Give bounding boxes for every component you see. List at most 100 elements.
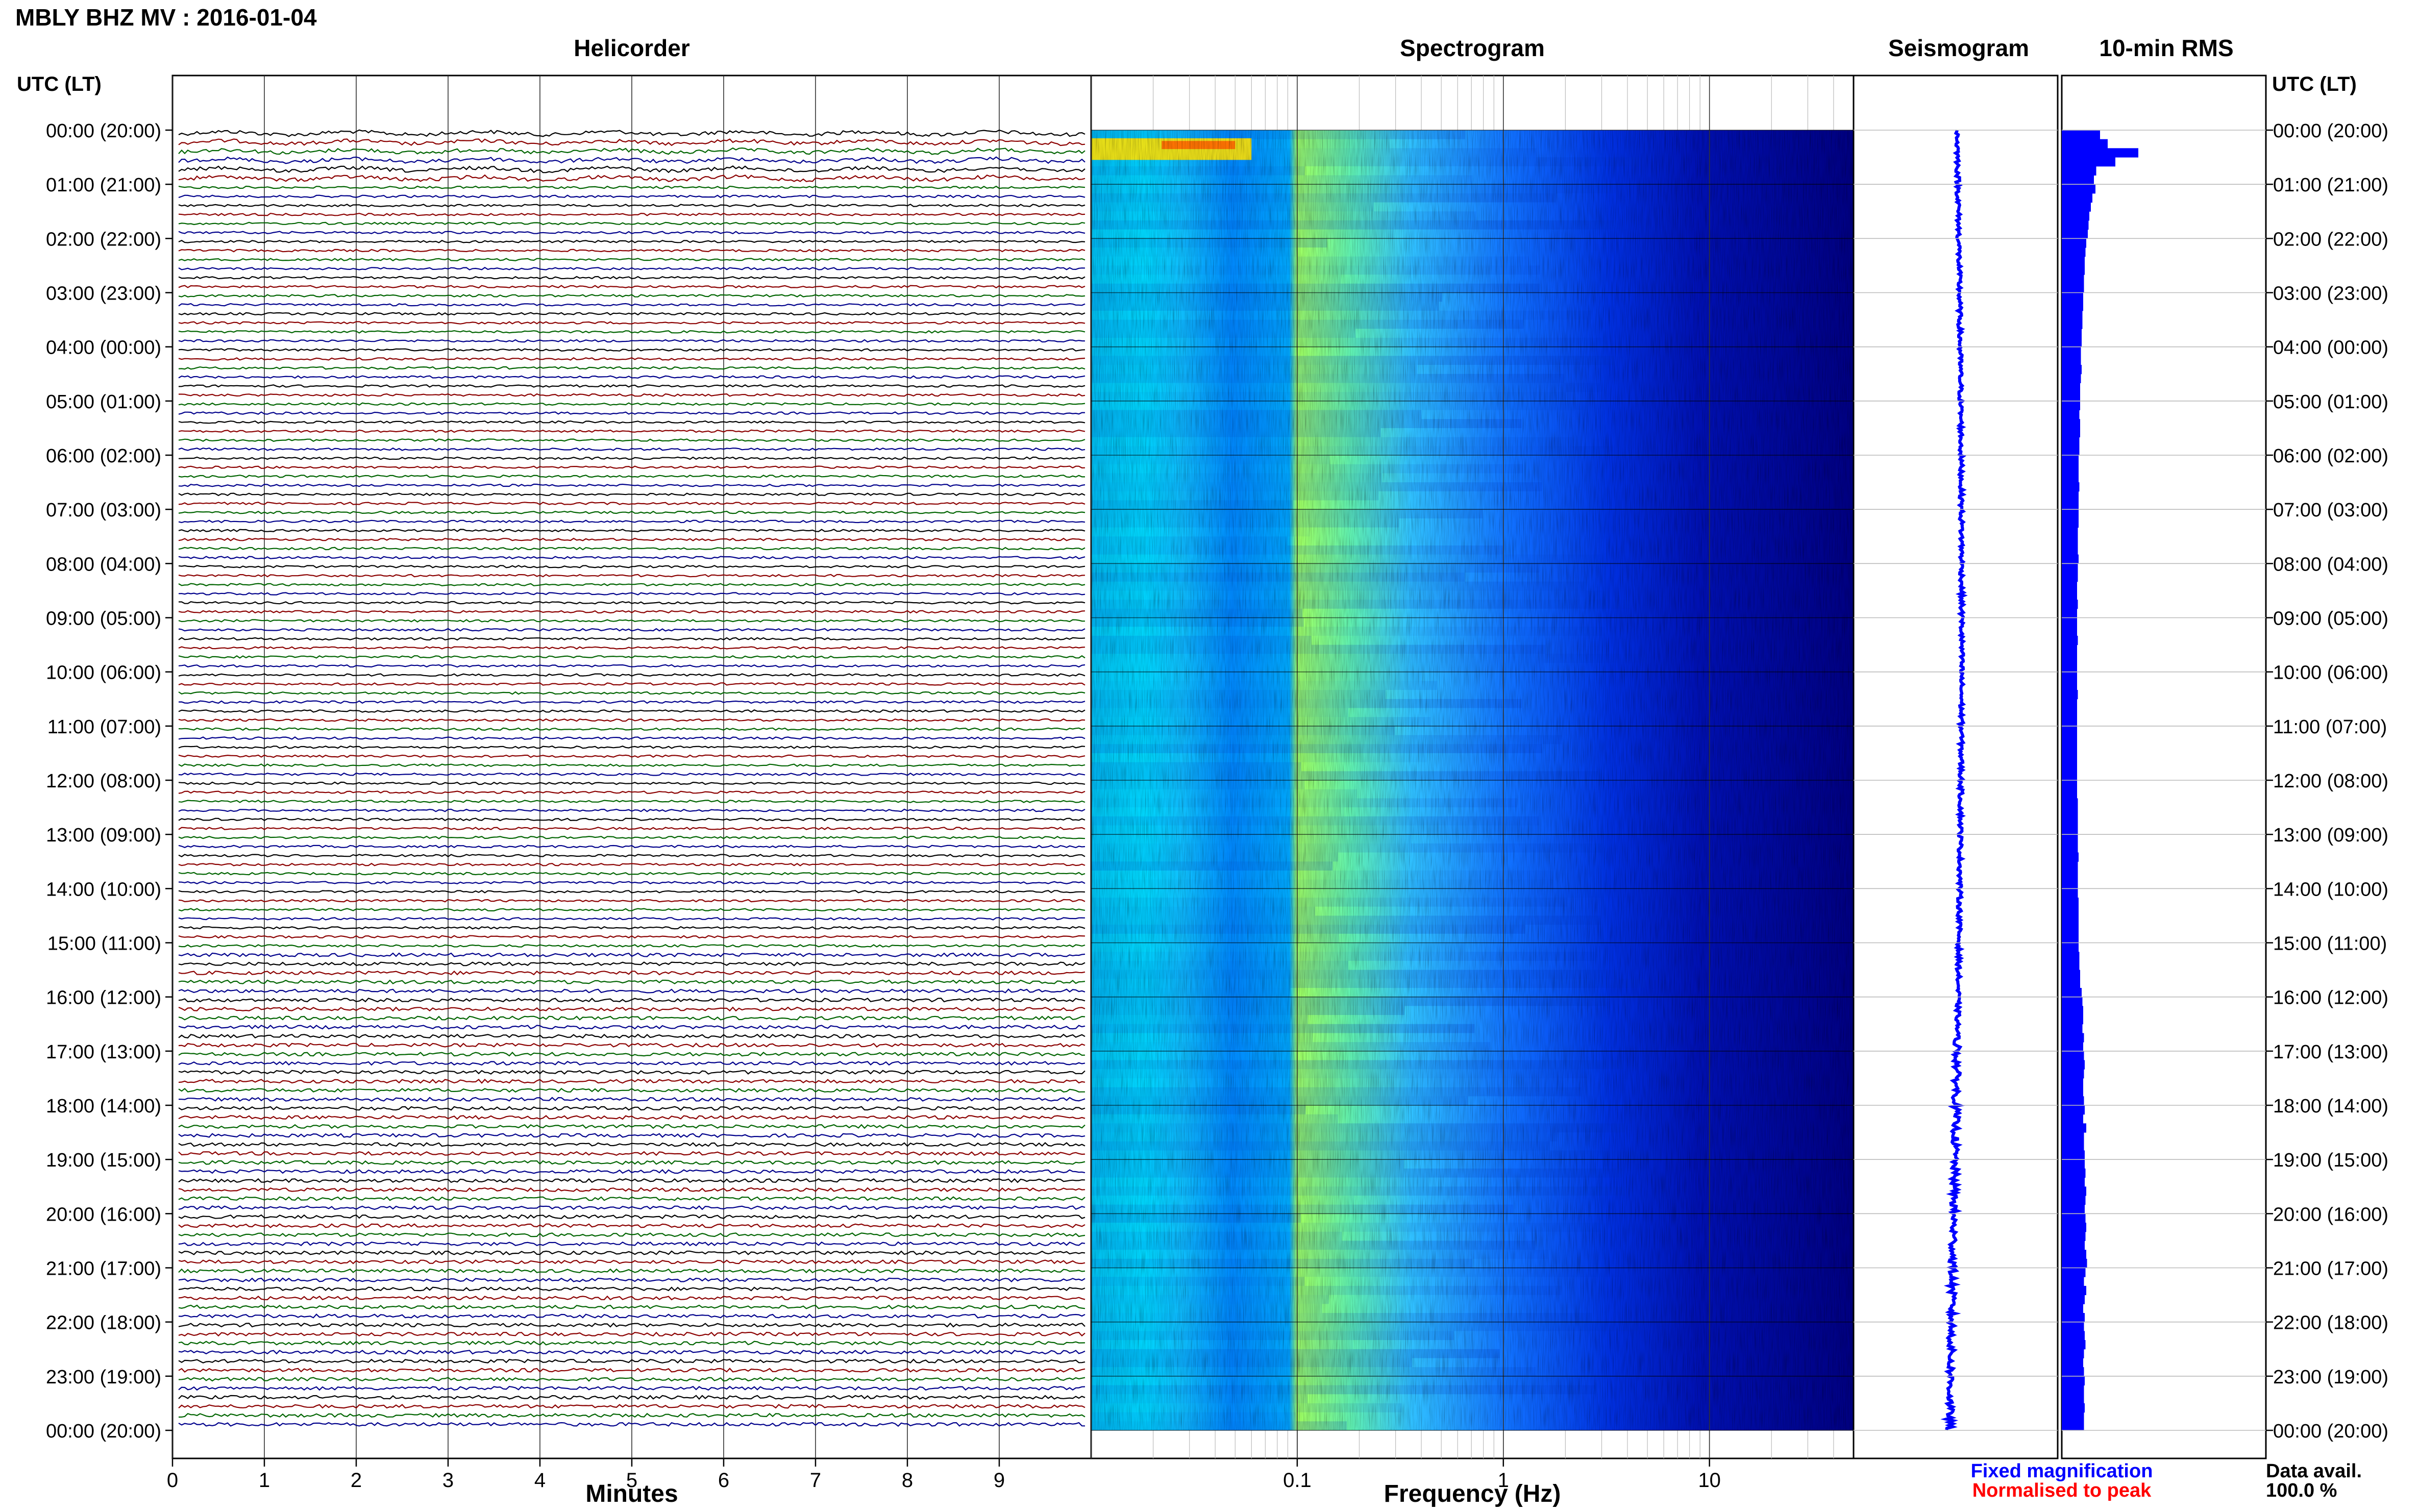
- helicorder-trace: [179, 393, 1085, 397]
- rms-bar: [2062, 1340, 2086, 1350]
- helicorder-trace: [178, 502, 1085, 505]
- rms-bar: [2062, 302, 2083, 311]
- helicorder-trace: [178, 465, 1085, 469]
- helicorder-trace: [178, 492, 1085, 497]
- helicorder-trace: [178, 800, 1085, 803]
- rms-bar: [2062, 906, 2079, 916]
- helicorder-trace: [178, 1033, 1085, 1039]
- minutes-tick-label: 5: [626, 1469, 637, 1492]
- x-axes: 0 1 2 3 4 5 6 7 8 9 0.1 1 10: [167, 1458, 1721, 1492]
- helicorder-trace: [178, 745, 1085, 749]
- rms-bar: [2062, 437, 2080, 447]
- helicorder-trace: [178, 1286, 1085, 1292]
- rms-bar: [2062, 861, 2078, 871]
- helicorder-trace: [178, 1259, 1085, 1265]
- rms-bar: [2062, 392, 2080, 402]
- frequency-tick-label: 0.1: [1283, 1469, 1312, 1492]
- minutes-tick-label: 3: [442, 1469, 454, 1492]
- helicorder-trace: [178, 483, 1085, 487]
- time-label-left: 14:00 (10:00): [46, 879, 161, 900]
- helicorder-trace: [178, 682, 1085, 686]
- time-label-left: 10:00 (06:00): [46, 662, 161, 684]
- time-label-left: 15:00 (11:00): [47, 933, 161, 955]
- rms-bar: [2062, 482, 2080, 492]
- helicorder-trace: [178, 375, 1085, 379]
- rms-bar: [2062, 852, 2079, 862]
- time-label-right: 17:00 (13:00): [2273, 1042, 2388, 1063]
- helicorder-trace: [178, 156, 1085, 164]
- helicorder-trace: [178, 1106, 1085, 1111]
- time-label-left: 22:00 (18:00): [46, 1312, 161, 1334]
- helicorder-trace: [178, 862, 1085, 866]
- rms-bar: [2062, 329, 2082, 338]
- rms-bar: [2062, 175, 2094, 185]
- data-availability-label: Data avail.: [2266, 1460, 2362, 1482]
- rms-bar: [2062, 645, 2077, 654]
- rms-bar: [2062, 401, 2080, 411]
- time-label-left: 00:00 (20:00): [46, 120, 161, 142]
- helicorder-trace: [178, 147, 1085, 155]
- rms-bar: [2062, 600, 2078, 609]
- rms-bar: [2062, 1078, 2083, 1088]
- time-label-left: 16:00 (12:00): [46, 987, 161, 1009]
- helicorder-trace: [178, 447, 1085, 451]
- rms-bar: [2062, 419, 2080, 429]
- rms-bar: [2062, 464, 2079, 474]
- rms-bar: [2062, 319, 2083, 329]
- helicorder-trace: [178, 1196, 1085, 1201]
- rms-bar: [2062, 898, 2079, 907]
- helicorder-trace: [178, 221, 1085, 226]
- rms-bar: [2062, 455, 2079, 465]
- rms-bar: [2062, 744, 2077, 754]
- rms-bar: [2062, 1367, 2084, 1377]
- helicorder-trace: [178, 808, 1085, 812]
- time-label-left: 06:00 (02:00): [46, 445, 161, 467]
- minutes-tick-label: 0: [167, 1469, 178, 1492]
- helicorder-trace: [178, 944, 1085, 948]
- helicorder-trace: [178, 1422, 1085, 1427]
- time-label-left: 07:00 (03:00): [46, 500, 161, 521]
- time-label-right: 10:00 (06:00): [2273, 662, 2388, 684]
- helicorder-trace: [178, 1331, 1085, 1337]
- rms-bar: [2062, 365, 2082, 375]
- time-label-left: 02:00 (22:00): [46, 229, 161, 250]
- rms-bar: [2062, 1006, 2083, 1015]
- rms-bar: [2062, 1015, 2083, 1025]
- rms-bar: [2062, 1304, 2083, 1313]
- rms-bar: [2062, 356, 2081, 365]
- time-label-left: 03:00 (23:00): [46, 283, 161, 305]
- rms-bar: [2062, 509, 2079, 519]
- rms-bar: [2062, 130, 2100, 140]
- rms-bar: [2062, 952, 2080, 961]
- rms-bar: [2062, 1268, 2086, 1277]
- rms-bar: [2062, 1258, 2087, 1268]
- rms-bar: [2062, 193, 2092, 203]
- time-label-left: 19:00 (15:00): [46, 1150, 161, 1171]
- time-label-left: 01:00 (21:00): [46, 175, 161, 196]
- helicorder-trace: [178, 249, 1085, 253]
- helicorder-trace: [178, 1160, 1085, 1166]
- rms-bar: [2062, 166, 2096, 176]
- helicorder-trace: [178, 212, 1085, 216]
- helicorder-trace: [178, 1169, 1085, 1174]
- helicorder-trace: [178, 1205, 1085, 1210]
- helicorder-trace: [178, 574, 1085, 578]
- helicorder-trace: [178, 475, 1085, 478]
- helicorder-trace: [178, 583, 1085, 587]
- rms-title: 10-min RMS: [2099, 35, 2233, 61]
- helicorder-trace: [178, 294, 1085, 298]
- helicorder-trace: [178, 655, 1085, 659]
- rms-bar: [2062, 816, 2078, 826]
- helicorder-trace: [178, 1070, 1085, 1075]
- data-availability-value: 100.0 %: [2266, 1480, 2337, 1501]
- rms-bar: [2062, 960, 2080, 971]
- helicorder-trace: [178, 673, 1085, 677]
- rms-bar: [2062, 1132, 2084, 1142]
- rms-bar: [2062, 1150, 2085, 1160]
- minutes-axis-title: Minutes: [585, 1480, 678, 1507]
- rms-bar: [2062, 915, 2079, 925]
- rms-bar: [2062, 1312, 2085, 1323]
- rms-bar: [2062, 1195, 2086, 1205]
- rms-bar: [2062, 410, 2080, 419]
- rms-bar: [2062, 1376, 2085, 1386]
